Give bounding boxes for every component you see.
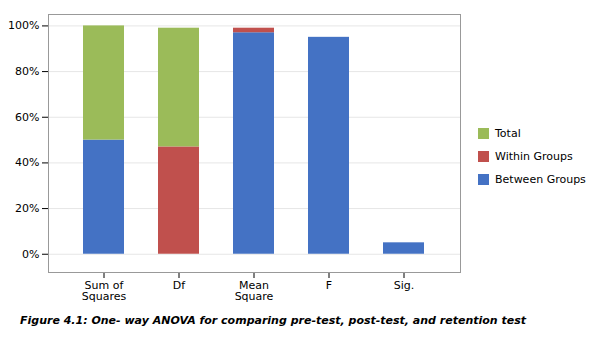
svg-text:Df: Df (173, 279, 186, 292)
svg-text:0%: 0% (22, 248, 39, 261)
html-text:Total: Total (495, 126, 521, 140)
svg-text:100%: 100% (8, 19, 39, 32)
html-text:Within Groups: Within Groups (495, 149, 573, 163)
svg-text:60%: 60% (15, 111, 39, 124)
html-text:Figure 4.1: One- way ANOVA for: Figure 4.1: One- way ANOVA for comparing… (20, 314, 526, 327)
html-text:Between Groups: Between Groups (495, 172, 586, 186)
svg-text:80%: 80% (15, 65, 39, 78)
svg-text:40%: 40% (15, 156, 39, 169)
svg-text:MeanSquare: MeanSquare (235, 279, 274, 303)
svg-text:20%: 20% (15, 202, 39, 215)
svg-text:Sig.: Sig. (394, 279, 415, 292)
svg-text:Sum ofSquares: Sum ofSquares (82, 279, 127, 303)
svg-text:F: F (326, 279, 332, 292)
